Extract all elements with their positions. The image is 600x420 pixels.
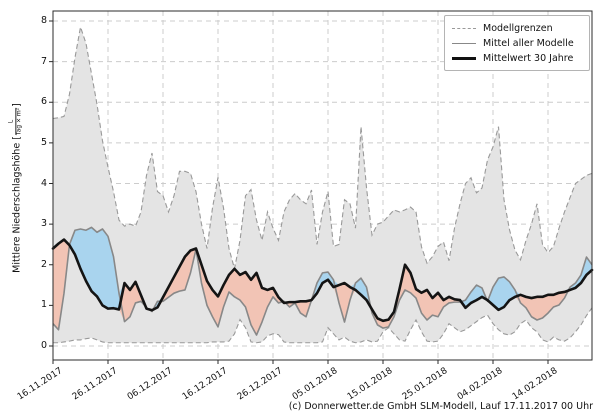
y-axis-label: Mittlere Niederschlagshöhe [L Tag × m²]	[7, 103, 24, 273]
legend-label: Mittel aller Modelle	[483, 38, 574, 49]
model-range-lower-line	[53, 307, 593, 344]
legend-item-model-bounds: Modellgrenzen	[452, 21, 582, 36]
copyright-caption: (c) Donnerwetter.de GmbH SLM-Modell, Lau…	[288, 401, 593, 412]
y-tick-label: 7	[40, 55, 47, 67]
y-tick-label: 6	[40, 96, 47, 108]
y-tick-label: 1	[40, 299, 47, 311]
y-tick-label: 2	[40, 258, 47, 270]
chart-legend: Modellgrenzen Mittel aller Modelle Mitte…	[444, 15, 590, 71]
model-mean-line	[52, 226, 593, 336]
y-tick-label: 5	[40, 136, 47, 148]
legend-item-30y-mean: Mittelwert 30 Jahre	[452, 51, 582, 66]
below-normal-fill	[53, 239, 592, 336]
y-tick-label: 4	[40, 177, 47, 189]
legend-item-model-mean: Mittel aller Modelle	[452, 36, 582, 51]
model-range-upper-line	[52, 26, 593, 269]
y-axis-label-prefix: Mittlere Niederschlagshöhe [	[11, 136, 23, 273]
y-tick-label: 8	[40, 15, 47, 26]
legend-label: Mittelwert 30 Jahre	[483, 53, 574, 64]
black-line-icon	[452, 57, 476, 60]
y-axis-unit-numerator: L	[7, 119, 15, 124]
y-tick-label: 0	[40, 340, 47, 351]
dashed-line-icon	[452, 28, 476, 29]
y-axis-unit-fraction: L Tag × m²	[7, 107, 24, 136]
mean-30y-line	[51, 238, 594, 323]
y-axis-unit-denominator: Tag × m²	[15, 107, 24, 136]
plot-border	[52, 10, 593, 361]
gray-line-icon	[452, 43, 476, 44]
y-axis-label-suffix: ]	[11, 103, 23, 107]
y-tick-label: 3	[40, 218, 47, 230]
legend-label: Modellgrenzen	[483, 23, 553, 34]
